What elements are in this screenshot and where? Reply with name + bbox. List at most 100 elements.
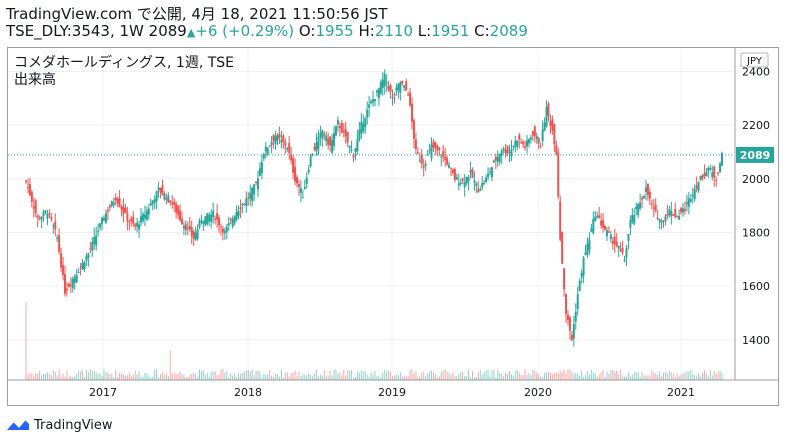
- volume-bar: [487, 369, 489, 380]
- candle-body: [496, 156, 499, 162]
- candle-body: [424, 163, 427, 166]
- candle-body: [713, 166, 716, 178]
- volume-bar: [417, 376, 419, 380]
- volume-bar: [565, 373, 567, 380]
- chart-pane[interactable]: [7, 47, 779, 406]
- candle-body: [494, 156, 497, 161]
- candle-body: [276, 134, 279, 141]
- volume-bar: [87, 371, 89, 380]
- candle-body: [526, 140, 529, 147]
- candle-body: [290, 154, 293, 161]
- candle-body: [52, 225, 55, 227]
- volume-bar: [606, 371, 608, 380]
- low-value: 1951: [431, 22, 470, 40]
- volume-bar: [493, 369, 495, 380]
- volume-bar: [553, 373, 555, 380]
- candle-body: [719, 163, 722, 173]
- candle-body: [543, 122, 546, 131]
- candle-body: [184, 224, 187, 231]
- candle-body: [434, 142, 437, 148]
- volume-bar: [136, 374, 138, 380]
- candle-body: [257, 178, 259, 190]
- price-change: +6 (+0.29%): [195, 22, 295, 40]
- candle-body: [299, 188, 302, 194]
- candle-body: [555, 145, 558, 155]
- candle-body: [668, 209, 671, 215]
- candle-body: [327, 138, 330, 145]
- volume-bar: [647, 375, 649, 380]
- candle-body: [545, 107, 548, 127]
- volume-bar: [522, 375, 524, 380]
- volume-bar: [111, 373, 113, 380]
- volume-bar: [101, 375, 103, 380]
- candle-body: [79, 266, 82, 268]
- symbol-info: TSE_DLY:3543, 1W 2089: [6, 22, 187, 40]
- candle-body: [147, 208, 150, 215]
- volume-bar: [479, 369, 481, 380]
- candle-body: [418, 160, 421, 162]
- candle-body: [319, 132, 322, 138]
- volume-bar: [604, 376, 606, 380]
- volume-bar: [216, 375, 218, 380]
- candle-body: [83, 262, 86, 270]
- candle-body: [247, 197, 250, 199]
- volume-bar: [590, 369, 592, 380]
- volume-bar: [74, 376, 76, 380]
- volume-bar: [446, 371, 448, 380]
- volume-bar: [310, 374, 312, 380]
- volume-bar: [434, 374, 436, 380]
- candle-body: [580, 272, 583, 278]
- volume-bar: [555, 372, 557, 380]
- y-tick-label: 1800: [742, 226, 770, 239]
- volume-bar: [635, 372, 637, 380]
- volume-bar: [228, 376, 230, 380]
- volume-bar: [655, 373, 657, 380]
- candle-body: [204, 216, 207, 225]
- candle-body: [294, 166, 297, 182]
- volume-bar: [353, 377, 355, 380]
- volume-bar: [585, 374, 587, 380]
- volume-bar: [124, 375, 126, 380]
- volume-bar: [253, 375, 255, 380]
- volume-bar: [78, 371, 80, 380]
- candle-body: [604, 225, 607, 230]
- volume-bar: [370, 372, 372, 380]
- tradingview-footer[interactable]: TradingView: [6, 415, 113, 435]
- candle-body: [360, 121, 363, 134]
- volume-bar: [80, 371, 82, 380]
- candle-body: [192, 231, 195, 239]
- volume-bar: [678, 376, 680, 380]
- tradingview-logo-icon: [7, 419, 29, 430]
- volume-bar: [503, 375, 505, 380]
- volume-bar: [128, 372, 130, 380]
- volume-bar: [105, 372, 107, 380]
- candle-body: [627, 234, 630, 241]
- volume-bar: [700, 376, 702, 380]
- volume-bar: [315, 369, 317, 380]
- candle-body: [502, 148, 505, 151]
- candle-body: [295, 177, 298, 184]
- volume-bar: [50, 375, 52, 380]
- candle-body: [270, 142, 273, 146]
- candle-body: [286, 147, 289, 150]
- candle-body: [40, 216, 43, 220]
- candle-body: [233, 216, 236, 223]
- volume-bar: [610, 370, 612, 380]
- volume-bar: [473, 377, 475, 380]
- candle-body: [95, 235, 98, 246]
- candle-body: [151, 200, 154, 205]
- volume-bar: [82, 370, 84, 380]
- volume-bar: [113, 377, 115, 380]
- volume-bar: [275, 373, 277, 380]
- volume-bar: [33, 376, 35, 380]
- candle-body: [403, 85, 406, 88]
- candle-body: [450, 167, 453, 169]
- candle-body: [596, 215, 599, 217]
- candle-body: [186, 227, 189, 229]
- volume-bar: [257, 370, 259, 380]
- volume-bar: [682, 373, 684, 380]
- candle-body: [177, 206, 180, 215]
- volume-bar: [592, 372, 594, 380]
- volume-bar: [458, 374, 460, 380]
